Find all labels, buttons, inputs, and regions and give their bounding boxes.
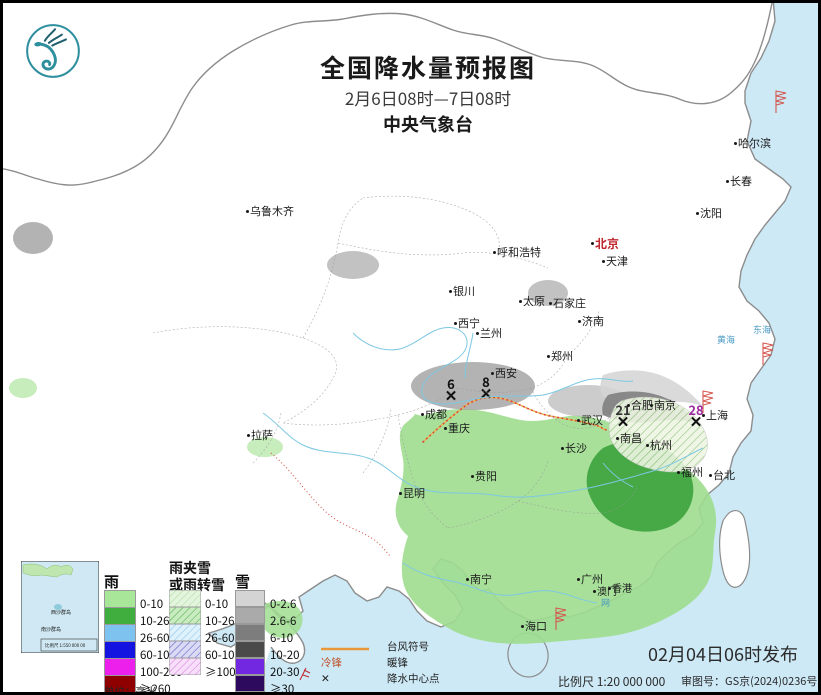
svg-text:✕: ✕ (617, 411, 630, 432)
svg-text:✕: ✕ (480, 383, 493, 404)
svg-text:黄海: 黄海 (717, 333, 735, 346)
svg-text:✕: ✕ (690, 411, 703, 432)
svg-text:西沙群岛: 西沙群岛 (51, 609, 71, 616)
svg-text:南沙群岛: 南沙群岛 (41, 626, 61, 633)
svg-text:东海: 东海 (753, 323, 771, 336)
svg-text:比例尺 1:550 000 00: 比例尺 1:550 000 00 (45, 642, 86, 649)
